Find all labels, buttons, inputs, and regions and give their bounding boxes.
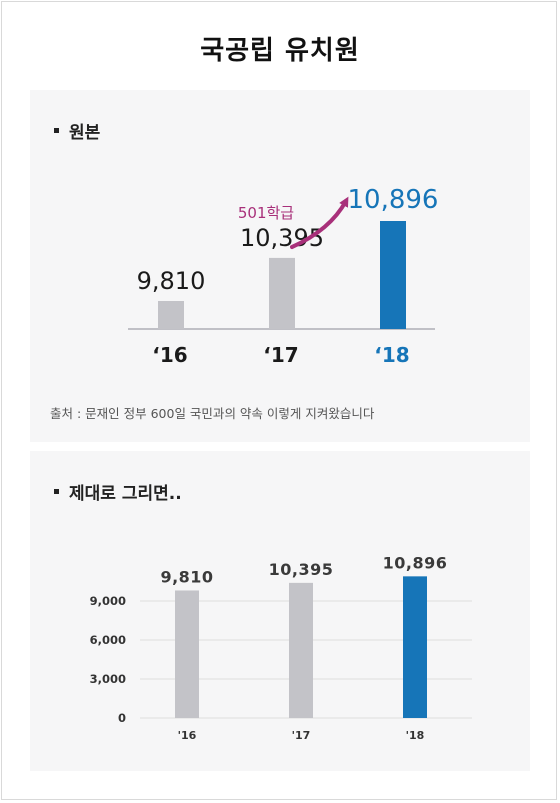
category-label-1: ‘17 (263, 343, 298, 367)
redrawn-chart-panel: 제대로 그리면.. 0 3,000 6,000 9,000 9,810 '16 10,395… (30, 451, 530, 771)
category-label-0: '16 (178, 729, 197, 742)
original-section-title: 원본 (54, 118, 100, 143)
bar-0 (158, 301, 184, 329)
bullet-icon (54, 488, 59, 494)
bar-0 (175, 590, 199, 718)
bar-1 (289, 582, 313, 718)
category-label-1: '17 (292, 729, 311, 742)
bar-1 (269, 257, 295, 329)
redrawn-bar-chart: 0 3,000 6,000 9,000 9,810 '16 10,395 '17 10,896 '… (90, 553, 472, 742)
bullet-icon (54, 127, 59, 133)
value-label-2: 10,896 (348, 185, 439, 215)
source-note: 출처 : 문재인 정부 600일 국민과의 약속 이렇게 지켜왔습니다 (50, 406, 375, 421)
category-label-2: ‘18 (374, 343, 409, 367)
original-section-label: 원본 (69, 123, 101, 143)
redrawn-section-title: 제대로 그리면.. (54, 479, 182, 504)
page-title: 국공립 유치원 (200, 36, 360, 66)
value-label-0: 9,810 (160, 567, 213, 586)
bar-2 (403, 576, 427, 718)
value-label-1: 10,395 (269, 560, 334, 579)
original-chart-panel: 원본 9,810 ‘16 10,395 ‘17 10,896 ‘18 501학급 출처 : … (30, 90, 530, 442)
y-tick-label-0: 0 (118, 711, 126, 725)
growth-arrow (290, 196, 349, 249)
bar-2 (380, 221, 406, 329)
category-label-0: ‘16 (152, 343, 187, 367)
value-label-2: 10,896 (383, 553, 448, 572)
growth-annotation: 501학급 (238, 204, 294, 222)
y-tick-label-3: 9,000 (90, 594, 126, 608)
y-tick-label-2: 6,000 (90, 633, 126, 647)
y-tick-label-1: 3,000 (90, 672, 126, 686)
redrawn-section-label: 제대로 그리면.. (69, 484, 182, 504)
value-label-0: 9,810 (137, 267, 206, 295)
category-label-2: '18 (406, 729, 425, 742)
